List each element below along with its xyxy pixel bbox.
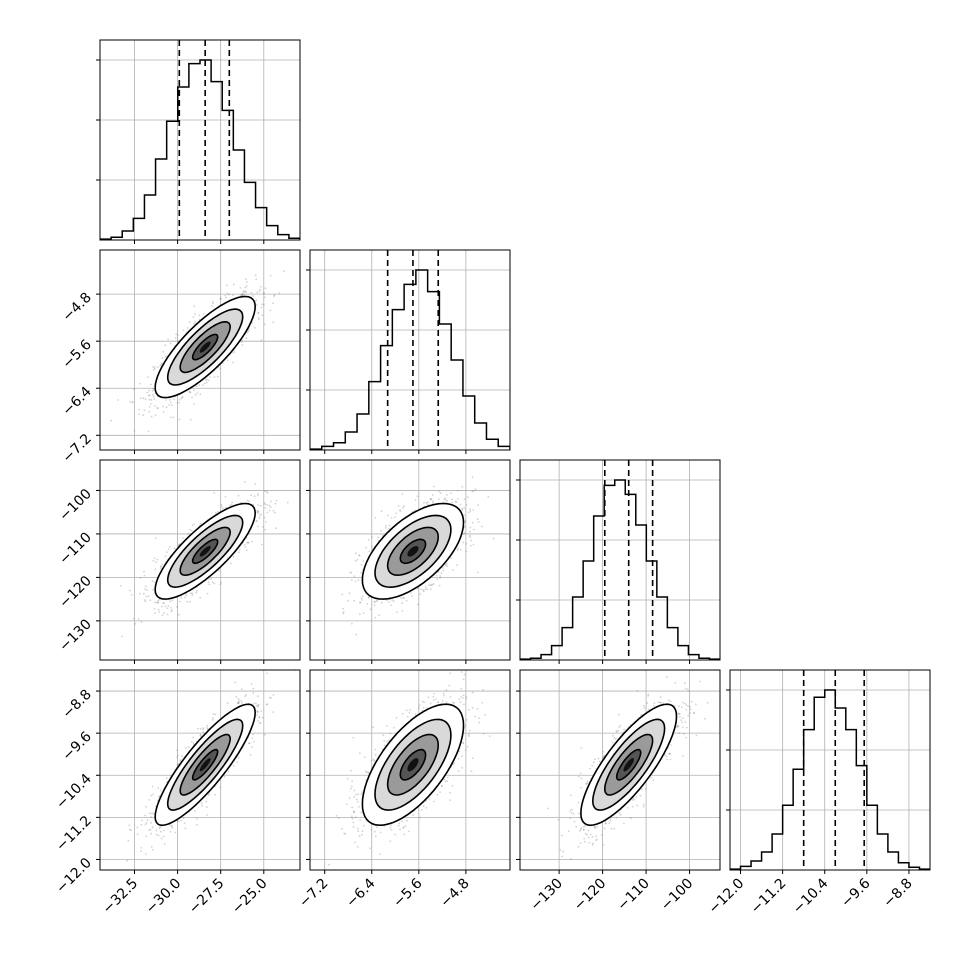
contour-line-0 bbox=[154, 703, 257, 827]
density-core bbox=[199, 341, 211, 353]
y-tick-label: −6.4 bbox=[59, 384, 94, 419]
y-tick-label: −8.8 bbox=[59, 687, 94, 722]
x-tick-label: −120 bbox=[571, 876, 610, 915]
x-tick-label: −11.2 bbox=[748, 876, 790, 918]
density-core bbox=[199, 758, 211, 772]
contour-line-1 bbox=[374, 514, 452, 589]
y-tick-label: −120 bbox=[56, 573, 95, 612]
contour-line-0 bbox=[361, 703, 465, 827]
axes-frame bbox=[519, 669, 721, 871]
axes-frame bbox=[309, 249, 511, 451]
contour-line-2 bbox=[179, 320, 232, 374]
hist-panel-1 bbox=[306, 249, 511, 454]
contour-line-2 bbox=[179, 733, 232, 796]
contour-line-3 bbox=[191, 333, 219, 361]
x-tick-label: −100 bbox=[658, 876, 697, 915]
contour-line-3 bbox=[399, 748, 427, 781]
density-core bbox=[623, 758, 634, 772]
x-tick-label: −7.2 bbox=[296, 876, 331, 911]
contour-line-2 bbox=[386, 733, 440, 796]
x-tick-label: −30.0 bbox=[143, 876, 185, 918]
histogram-p0 bbox=[100, 59, 300, 240]
x-tick-label: −10.4 bbox=[790, 875, 832, 917]
contour-line-0 bbox=[580, 703, 678, 827]
scatter-panel-2-0: −130 −120 −110 −100 bbox=[56, 459, 301, 664]
scatter-panel-3-1: −7.2 −6.4 −5.6 −4.8 bbox=[296, 669, 511, 911]
x-tick-label: −32.5 bbox=[100, 876, 142, 918]
contour-line-3 bbox=[399, 538, 427, 565]
scatter-panel-2-1 bbox=[306, 459, 511, 664]
contour-line-1 bbox=[166, 308, 244, 386]
histogram-p1 bbox=[310, 269, 510, 450]
contour-line-1 bbox=[374, 718, 452, 811]
x-tick-label: −130 bbox=[527, 876, 566, 915]
axes-frame bbox=[99, 39, 301, 241]
x-tick-label: −12.0 bbox=[706, 876, 748, 918]
axes-frame bbox=[309, 459, 511, 661]
density-core bbox=[407, 758, 419, 772]
contour-line-2 bbox=[603, 733, 654, 796]
y-tick-label: −10.4 bbox=[53, 771, 95, 813]
y-tick-label: −9.6 bbox=[59, 729, 94, 764]
x-tick-label: −110 bbox=[614, 876, 653, 915]
x-tick-label: −25.0 bbox=[229, 876, 271, 918]
axes-frame bbox=[99, 249, 301, 451]
scatter-panel-3-2: −130 −120 −110 −100 bbox=[516, 669, 721, 915]
density-core bbox=[199, 546, 211, 557]
y-tick-label: −5.6 bbox=[59, 337, 94, 372]
y-tick-label: −12.0 bbox=[53, 855, 95, 897]
hist-panel-3: −12.0 −11.2 −10.4 −9.6 −8.8 bbox=[706, 669, 931, 918]
contour-line-0 bbox=[154, 295, 257, 399]
x-tick-label: −4.8 bbox=[437, 876, 472, 911]
scatter-panel-3-0: −32.5 −30.0 −27.5 −25.0 −12.0−11.2−10.4 −9.6 −… bbox=[53, 669, 301, 918]
contour-line-3 bbox=[615, 748, 642, 781]
contour-line-2 bbox=[386, 526, 440, 577]
y-tick-label: −11.2 bbox=[53, 813, 95, 855]
contour-line-0 bbox=[361, 502, 465, 600]
histogram-p2 bbox=[520, 479, 720, 660]
contour-line-3 bbox=[191, 748, 219, 781]
x-tick-label: −5.6 bbox=[390, 875, 425, 910]
axes-frame bbox=[729, 669, 931, 871]
density-core bbox=[407, 546, 419, 557]
scatter-panel-1-0: −7.2 −6.4 −5.6 −4.8 bbox=[59, 249, 301, 466]
hist-panel-0 bbox=[96, 39, 301, 244]
y-tick-label: −110 bbox=[56, 529, 95, 568]
contour-line-1 bbox=[166, 718, 244, 811]
axes-frame bbox=[309, 669, 511, 871]
axes-frame bbox=[519, 459, 721, 661]
y-tick-label: −130 bbox=[56, 616, 95, 655]
histogram-p3 bbox=[730, 689, 930, 870]
hist-panel-2 bbox=[516, 459, 721, 664]
y-tick-label: −7.2 bbox=[59, 431, 94, 466]
y-tick-label: −100 bbox=[56, 486, 95, 525]
y-tick-label: −4.8 bbox=[59, 290, 94, 325]
x-tick-label: −8.8 bbox=[880, 876, 915, 911]
contour-line-2 bbox=[179, 526, 232, 577]
x-tick-label: −6.4 bbox=[343, 875, 378, 910]
contour-line-3 bbox=[191, 538, 219, 565]
contour-line-1 bbox=[591, 718, 666, 811]
contour-line-1 bbox=[166, 514, 244, 589]
x-tick-label: −9.6 bbox=[838, 875, 873, 910]
axes-frame bbox=[99, 459, 301, 661]
x-tick-label: −27.5 bbox=[186, 876, 228, 918]
axes-frame bbox=[99, 669, 301, 871]
contour-line-0 bbox=[154, 502, 257, 600]
